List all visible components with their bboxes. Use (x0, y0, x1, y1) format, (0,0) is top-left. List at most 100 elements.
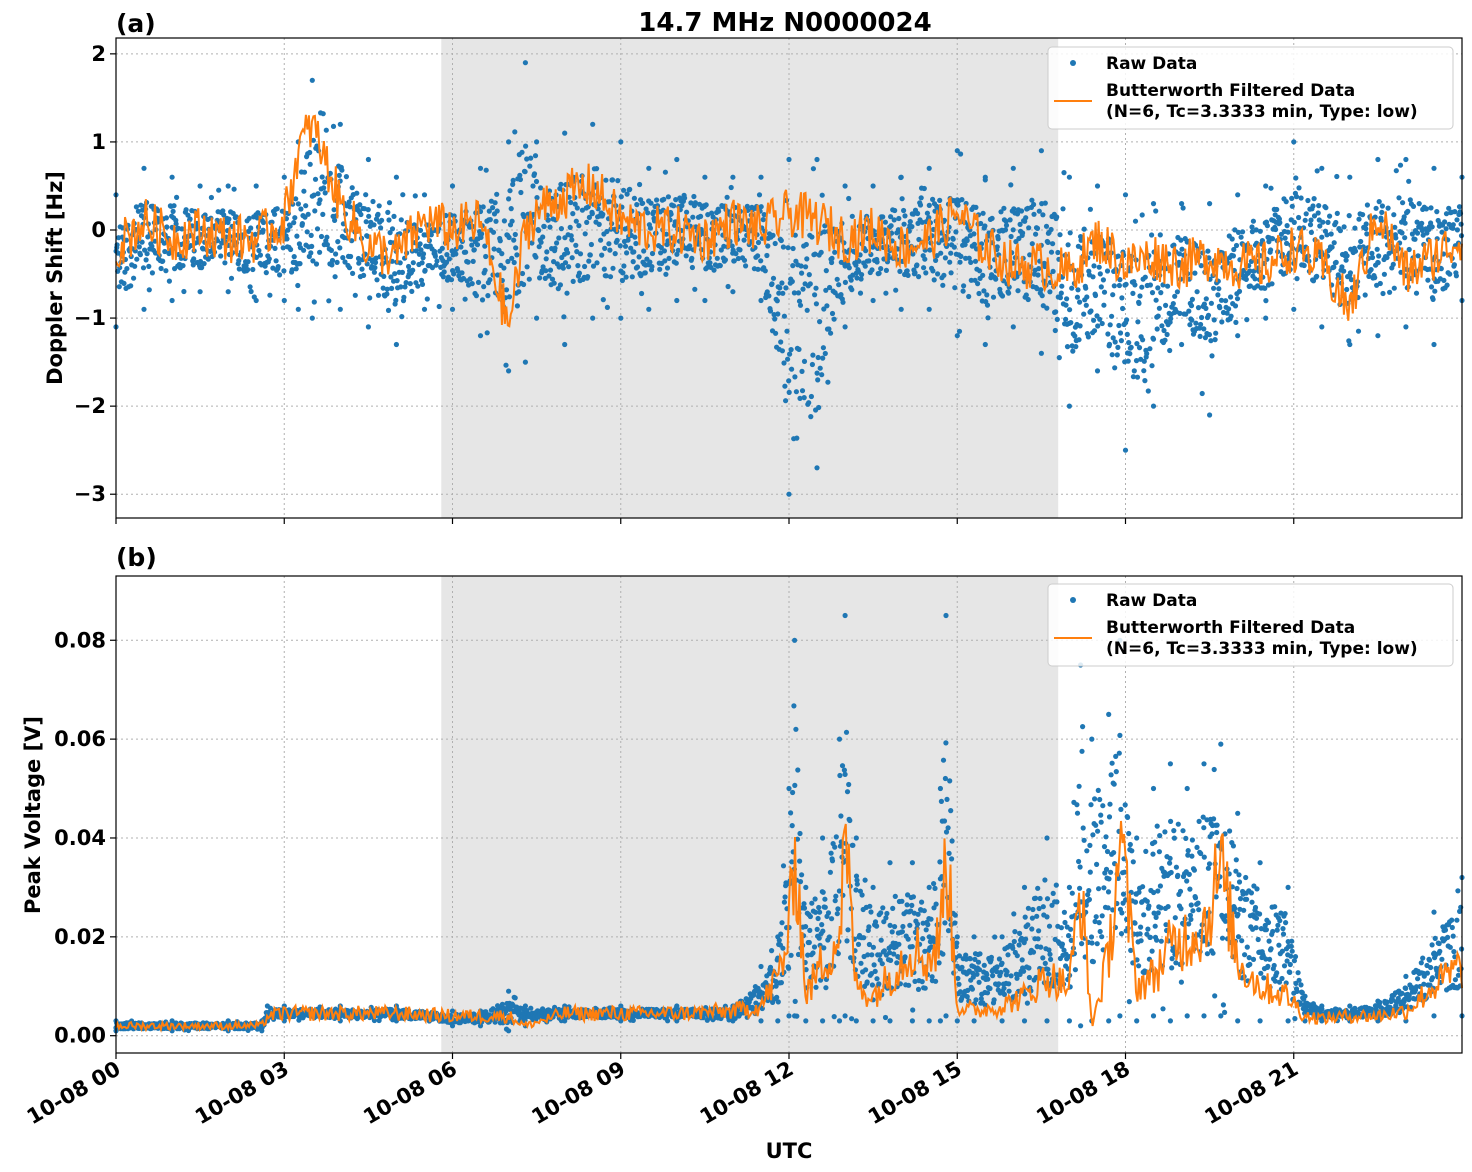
raw-data-point (1236, 879, 1243, 885)
raw-data-point (919, 899, 925, 905)
raw-data-point (994, 968, 1000, 975)
raw-data-point (797, 858, 803, 864)
raw-data-point (1038, 944, 1044, 950)
raw-data-point (674, 156, 680, 163)
raw-data-point (665, 194, 672, 200)
raw-data-point (1219, 319, 1225, 325)
raw-data-point (1087, 842, 1093, 849)
raw-data-point (253, 254, 259, 260)
raw-data-point (943, 740, 949, 746)
raw-data-point (162, 248, 168, 255)
raw-data-point (568, 199, 574, 206)
raw-data-point (961, 283, 967, 289)
raw-data-point (926, 165, 932, 171)
raw-data-point (1024, 1000, 1030, 1006)
raw-data-point (1186, 921, 1192, 927)
raw-data-point (907, 219, 913, 225)
raw-data-point (228, 275, 235, 281)
raw-data-point (816, 935, 822, 941)
raw-data-point (1252, 904, 1259, 911)
raw-data-point (766, 293, 772, 299)
raw-data-point (1063, 316, 1069, 322)
raw-data-point (936, 240, 942, 246)
raw-data-point (1021, 968, 1027, 974)
raw-data-point (799, 368, 805, 374)
raw-data-point (654, 203, 661, 209)
raw-data-point (904, 268, 910, 274)
raw-data-point (1308, 217, 1314, 223)
raw-data-point (1274, 206, 1280, 213)
raw-data-point (892, 207, 898, 214)
raw-data-point (1206, 861, 1213, 867)
raw-data-point (310, 137, 316, 143)
raw-data-point (808, 414, 814, 420)
raw-data-point (901, 207, 907, 214)
raw-data-point (786, 156, 792, 163)
raw-data-point (1249, 224, 1255, 230)
raw-data-point (1187, 322, 1193, 328)
raw-data-point (1334, 173, 1340, 180)
raw-data-point (1393, 235, 1399, 241)
raw-data-point (506, 294, 513, 300)
raw-data-point (1086, 888, 1092, 894)
raw-data-point (859, 892, 865, 898)
raw-data-point (371, 269, 377, 275)
raw-data-point (630, 259, 636, 265)
raw-data-point (1106, 341, 1113, 347)
raw-data-point (1044, 896, 1051, 902)
raw-data-point (163, 215, 169, 221)
raw-data-point (1196, 907, 1202, 913)
raw-data-point (786, 378, 792, 384)
raw-data-point (399, 269, 405, 275)
raw-data-point (777, 285, 783, 291)
raw-data-point (1010, 227, 1016, 233)
chart-title: 14.7 MHz N0000024 (638, 8, 931, 38)
raw-data-point (1199, 390, 1205, 397)
raw-data-point (1284, 240, 1290, 246)
raw-data-point (901, 221, 907, 227)
raw-data-point (1254, 886, 1260, 892)
raw-data-point (1139, 212, 1145, 218)
raw-data-point (1257, 228, 1263, 234)
raw-data-point (190, 262, 196, 268)
raw-data-point (297, 261, 303, 267)
raw-data-point (356, 260, 362, 266)
raw-data-point (1263, 927, 1269, 933)
raw-data-point (1195, 305, 1202, 311)
raw-data-point (1188, 303, 1195, 309)
raw-data-point (503, 287, 510, 293)
raw-data-point (1034, 913, 1040, 919)
raw-data-point (308, 250, 314, 256)
raw-data-point (941, 818, 948, 824)
raw-data-point (1328, 231, 1334, 237)
raw-data-point (1035, 272, 1041, 278)
raw-data-point (479, 297, 486, 303)
raw-data-point (834, 276, 840, 282)
raw-data-point (477, 165, 484, 171)
raw-data-point (684, 209, 690, 215)
raw-data-point (187, 216, 193, 222)
raw-data-point (1207, 412, 1213, 418)
raw-data-point (797, 302, 804, 308)
raw-data-point (528, 155, 534, 161)
raw-data-point (1030, 906, 1036, 913)
raw-data-point (1277, 220, 1283, 226)
raw-data-point (1253, 925, 1259, 931)
raw-data-point (691, 193, 697, 200)
raw-data-point (532, 153, 539, 159)
raw-data-point (1141, 912, 1147, 918)
raw-data-point (1076, 337, 1082, 343)
raw-data-point (960, 288, 966, 294)
raw-data-point (250, 266, 256, 273)
raw-data-point (819, 192, 825, 198)
raw-data-point (1311, 196, 1317, 202)
raw-data-point (1074, 802, 1080, 808)
raw-data-point (321, 185, 327, 191)
raw-data-point (807, 927, 813, 934)
raw-data-point (758, 174, 764, 180)
raw-data-point (1152, 923, 1158, 929)
raw-data-point (633, 240, 639, 247)
raw-data-point (1070, 348, 1076, 354)
raw-data-point (495, 272, 501, 278)
raw-data-point (621, 263, 627, 269)
